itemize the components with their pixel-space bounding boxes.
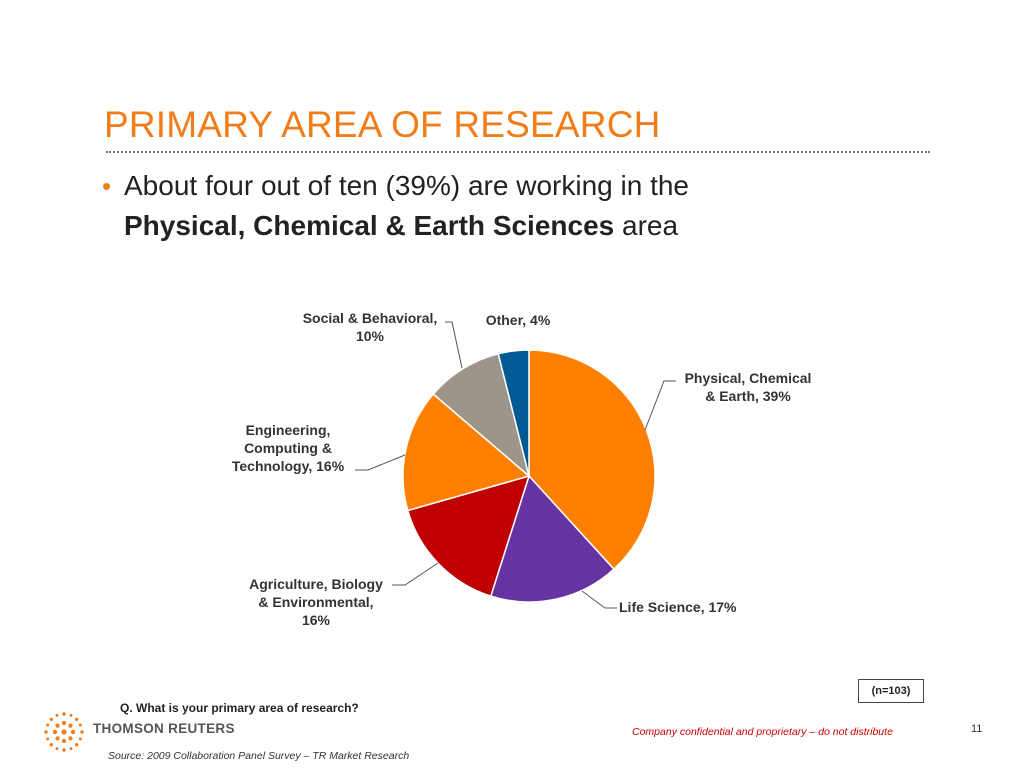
bullet-highlight: Physical, Chemical & Earth Sciences <box>124 210 615 241</box>
pie-slice <box>489 474 615 603</box>
slice-label: Other, 4% <box>486 312 551 328</box>
bullet-point: • About four out of ten (39%) are workin… <box>102 166 689 246</box>
leader-line <box>355 454 406 471</box>
slice-label: Physical, Chemical & Earth, 39% <box>685 370 812 404</box>
pie-slice <box>406 474 531 598</box>
leader-line <box>445 321 463 369</box>
logo-text: THOMSON REUTERS <box>93 721 235 736</box>
thomson-reuters-logo-icon <box>44 712 84 752</box>
slice-label: Life Science, 17% <box>619 599 737 615</box>
leader-line <box>581 590 617 609</box>
page-number: 11 <box>971 723 983 735</box>
leader-line <box>392 562 439 586</box>
title-divider <box>106 151 930 153</box>
page-title: PRIMARY AREA OF RESEARCH <box>104 104 661 145</box>
slice-label: Social & Behavioral, 10% <box>303 310 438 344</box>
slice-label: Agriculture, Biology & Environmental, 16% <box>249 576 383 628</box>
pie-slice <box>528 349 656 571</box>
slice-label: Engineering, Computing & Technology, 16% <box>232 422 345 474</box>
pie-slice <box>402 392 531 512</box>
survey-question: Q. What is your primary area of research… <box>120 701 359 715</box>
bullet-line-1: About four out of ten (39%) are working … <box>124 170 689 201</box>
pie-slice <box>497 349 530 477</box>
bullet-tail: area <box>614 210 679 241</box>
bullet-icon: • <box>102 171 112 201</box>
pie-slice <box>432 352 531 479</box>
source-note: Source: 2009 Collaboration Panel Survey … <box>108 750 410 762</box>
confidential-notice: Company confidential and proprietary – d… <box>632 726 893 738</box>
leader-line <box>644 380 676 431</box>
sample-size-box: (n=103) <box>858 679 924 703</box>
